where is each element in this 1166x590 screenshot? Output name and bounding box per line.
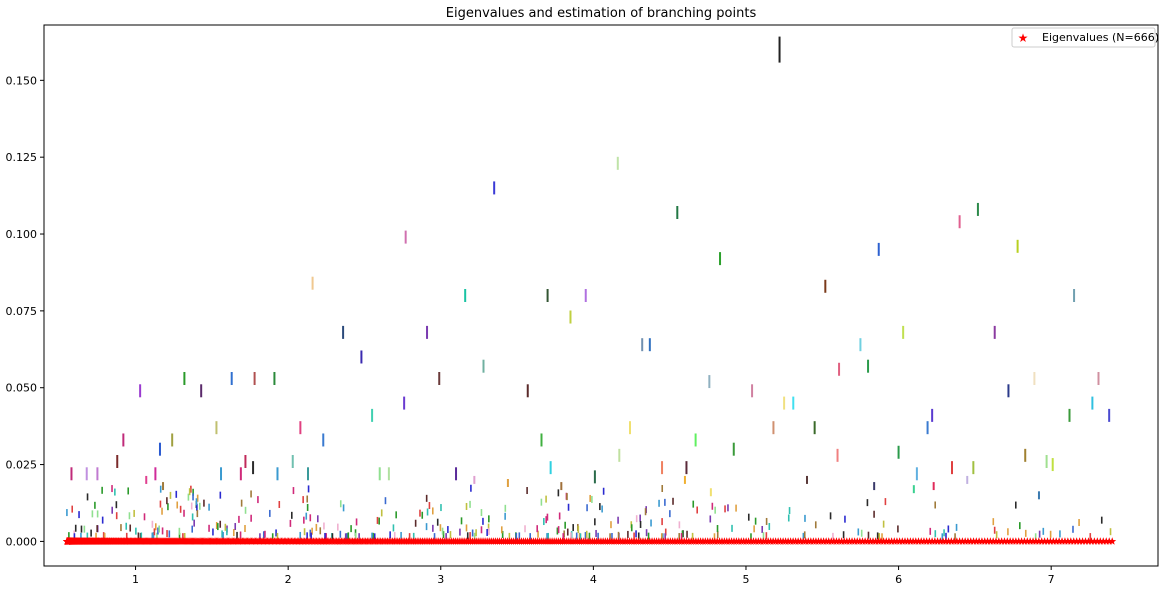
- eigenvalue-star: [1075, 537, 1084, 545]
- x-axis-ticks: 1 2 3 4 5 6 7: [132, 566, 1055, 586]
- eigenvalue-star: [1034, 537, 1043, 545]
- eigenvalue-star: [1087, 537, 1096, 545]
- eigenvalue-star: [1055, 537, 1064, 545]
- x-tick-label: 7: [1048, 573, 1055, 586]
- eigenvalue-star: [1078, 537, 1087, 545]
- eigenvalue-star: [1020, 537, 1029, 545]
- y-tick-label: 0.000: [6, 535, 38, 548]
- eigenvalue-star: [1108, 537, 1117, 545]
- eigenvalue-star: [1102, 537, 1111, 545]
- y-axis-ticks: 0.000 0.025 0.050 0.075 0.100 0.125 0.150: [6, 74, 44, 548]
- eigenvalue-stars-layer: [62, 537, 1117, 545]
- legend-star-icon: ★: [1018, 31, 1029, 45]
- eigenvalue-star: [1037, 537, 1046, 545]
- eigenvalue-star: [1072, 537, 1081, 545]
- eigenvalue-star: [1031, 537, 1040, 545]
- eigenvalue-star: [1099, 537, 1108, 545]
- y-tick-label: 0.050: [6, 382, 38, 395]
- y-tick-label: 0.075: [6, 305, 38, 318]
- eigenvalue-star: [1029, 537, 1038, 545]
- eigenvalue-star: [1063, 537, 1072, 545]
- eigenvalue-star: [1026, 537, 1035, 545]
- eigenvalue-star: [1081, 537, 1090, 545]
- legend-box: [1011, 27, 1156, 48]
- eigenvalue-star: [1093, 537, 1102, 545]
- eigenvalue-star: [1040, 537, 1049, 545]
- y-tick-label: 0.100: [6, 228, 38, 241]
- eigenvalue-star: [1060, 537, 1069, 545]
- x-tick-label: 1: [132, 573, 139, 586]
- chart-title: Eigenvalues and estimation of branching …: [446, 6, 757, 21]
- y-tick-label: 0.125: [6, 151, 38, 164]
- eigenvalue-star: [1084, 537, 1093, 545]
- eigenvalue-star: [1096, 537, 1105, 545]
- eigenvalue-star: [1090, 537, 1099, 545]
- legend: ★ Eigenvalues (N=666): [1011, 27, 1159, 48]
- x-tick-label: 4: [590, 573, 597, 586]
- branch-markers-layer: [66, 36, 1112, 541]
- eigenvalue-star: [1058, 537, 1067, 545]
- plot-frame: [43, 24, 1159, 567]
- x-tick-label: 2: [285, 573, 292, 586]
- y-tick-label: 0.025: [6, 459, 38, 472]
- eigenvalue-star: [1069, 537, 1078, 545]
- eigenvalue-star: [1066, 537, 1075, 545]
- eigenvalue-star: [1052, 537, 1061, 545]
- eigenvalue-star: [1049, 537, 1058, 545]
- eigenvalue-star: [1105, 537, 1114, 545]
- x-tick-label: 3: [437, 573, 444, 586]
- eigenvalue-star: [1023, 537, 1032, 545]
- eigenvalue-star: [1043, 537, 1052, 545]
- legend-entry-eigenvalues: Eigenvalues (N=666): [1042, 31, 1159, 44]
- y-tick-label: 0.150: [6, 74, 38, 87]
- eigenvalue-star: [1046, 537, 1055, 545]
- x-tick-label: 5: [742, 573, 749, 586]
- x-tick-label: 6: [895, 573, 902, 586]
